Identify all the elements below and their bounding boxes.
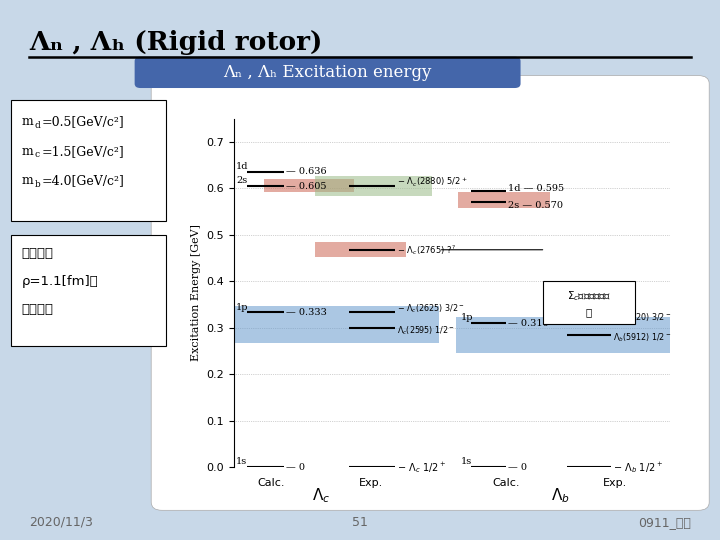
Text: ときの値: ときの値: [22, 303, 53, 316]
Text: =1.5[GeV/c²]: =1.5[GeV/c²]: [42, 145, 125, 158]
Text: $\Lambda_b(5912)\ 1/2^-$: $\Lambda_b(5912)\ 1/2^-$: [613, 332, 671, 344]
Text: m: m: [22, 145, 33, 158]
Text: $\Lambda_b(5920)\ 3/2^-$: $\Lambda_b(5920)\ 3/2^-$: [613, 312, 671, 324]
Text: — 0.605: — 0.605: [287, 181, 327, 191]
FancyBboxPatch shape: [544, 281, 635, 325]
Text: b: b: [35, 180, 40, 189]
Text: Λₙ , Λₕ (Rigid rotor): Λₙ , Λₕ (Rigid rotor): [29, 30, 322, 55]
Text: $-\ \Lambda_c(2880)\ 5/2^+$: $-\ \Lambda_c(2880)\ 5/2^+$: [397, 176, 468, 190]
Bar: [315, 242, 406, 257]
Text: $-\ \Lambda_c\ 1/2^+$: $-\ \Lambda_c\ 1/2^+$: [397, 460, 446, 475]
Text: =0.5[GeV/c²]: =0.5[GeV/c²]: [42, 115, 125, 128]
Text: — 0: — 0: [508, 463, 528, 471]
Text: 1p: 1p: [461, 313, 473, 322]
Text: $\Lambda_c(2595)\ 1/2^-$: $\Lambda_c(2595)\ 1/2^-$: [397, 325, 455, 338]
Text: Calc.: Calc.: [257, 478, 285, 488]
Text: 1s: 1s: [236, 457, 248, 466]
Bar: [234, 306, 438, 343]
Bar: [264, 179, 354, 192]
Text: Exp.: Exp.: [359, 478, 383, 488]
Text: Λₙ , Λₕ Excitation energy: Λₙ , Λₕ Excitation energy: [223, 64, 432, 81]
Text: $\Sigma_c$の可能性もあ: $\Sigma_c$の可能性もあ: [567, 289, 611, 303]
Text: — 0.636: — 0.636: [287, 167, 327, 176]
Text: $-\ \Lambda_c(2765)\ ?^?$: $-\ \Lambda_c(2765)\ ?^?$: [397, 243, 456, 256]
Text: — 0.310: — 0.310: [508, 319, 549, 328]
Y-axis label: Excitation Energy [GeV]: Excitation Energy [GeV]: [191, 225, 201, 361]
Text: 0911_東北: 0911_東北: [639, 516, 691, 529]
Text: 2s: 2s: [236, 176, 248, 185]
Bar: [459, 192, 550, 208]
Bar: [456, 317, 670, 353]
Text: $\Lambda_b$: $\Lambda_b$: [552, 486, 570, 505]
Bar: [315, 177, 432, 197]
Text: 計算値は: 計算値は: [22, 247, 53, 260]
Text: 2s — 0.570: 2s — 0.570: [508, 201, 564, 210]
FancyBboxPatch shape: [11, 100, 166, 221]
Text: る: る: [586, 307, 592, 317]
Text: — 0.333: — 0.333: [287, 308, 327, 317]
Text: c: c: [35, 151, 40, 159]
Text: $\Lambda_c$: $\Lambda_c$: [312, 486, 330, 505]
Text: ρ=1.1[fm]の: ρ=1.1[fm]の: [22, 275, 99, 288]
FancyBboxPatch shape: [151, 76, 709, 510]
Text: m: m: [22, 174, 33, 187]
Text: — 0: — 0: [287, 463, 305, 471]
Text: 1s: 1s: [461, 457, 472, 466]
FancyBboxPatch shape: [135, 57, 521, 88]
Text: 2020/11/3: 2020/11/3: [29, 516, 93, 529]
Text: =4.0[GeV/c²]: =4.0[GeV/c²]: [42, 174, 125, 187]
Text: $-\ \Lambda_b\ 1/2^+$: $-\ \Lambda_b\ 1/2^+$: [613, 460, 663, 475]
Text: Exp.: Exp.: [603, 478, 627, 488]
Text: m: m: [22, 115, 33, 128]
Text: Calc.: Calc.: [492, 478, 520, 488]
FancyBboxPatch shape: [11, 235, 166, 346]
Text: 1p: 1p: [236, 302, 248, 312]
Text: 1d — 0.595: 1d — 0.595: [508, 184, 564, 193]
Text: 51: 51: [352, 516, 368, 529]
Text: d: d: [35, 121, 40, 130]
Text: $-\ \Lambda_c(2625)\ 3/2^-$: $-\ \Lambda_c(2625)\ 3/2^-$: [397, 302, 465, 314]
Text: 1d: 1d: [236, 162, 248, 171]
